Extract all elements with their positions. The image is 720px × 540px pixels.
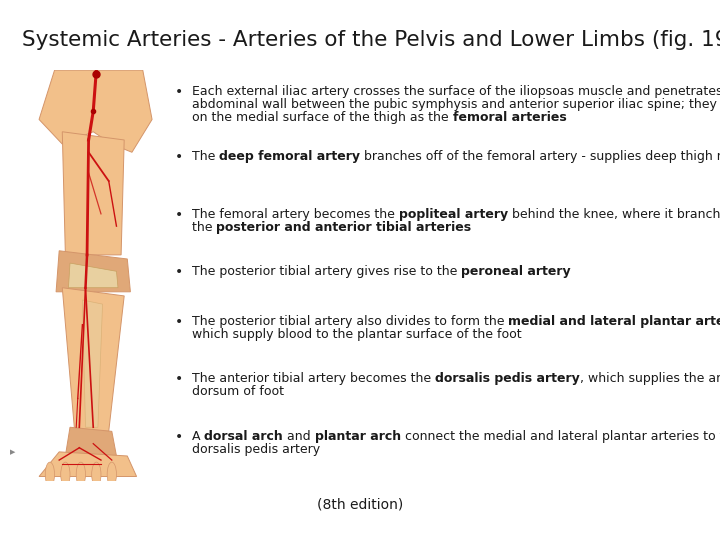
Text: and: and <box>283 430 315 443</box>
Polygon shape <box>39 70 152 152</box>
Polygon shape <box>62 288 124 431</box>
Text: posterior and anterior tibial arteries: posterior and anterior tibial arteries <box>217 221 472 234</box>
Text: dorsum of foot: dorsum of foot <box>192 385 284 398</box>
Text: The anterior tibial artery becomes the: The anterior tibial artery becomes the <box>192 372 435 385</box>
Text: •: • <box>175 315 184 329</box>
Text: the: the <box>192 221 217 234</box>
Text: ▶: ▶ <box>10 449 15 455</box>
Circle shape <box>45 462 55 487</box>
Text: The posterior tibial artery gives rise to the: The posterior tibial artery gives rise t… <box>192 265 462 278</box>
Text: dorsalis pedis artery: dorsalis pedis artery <box>192 443 320 456</box>
Text: medial and lateral plantar arteries: medial and lateral plantar arteries <box>508 315 720 328</box>
Text: •: • <box>175 150 184 164</box>
Text: •: • <box>175 208 184 222</box>
Text: Systemic Arteries - Arteries of the Pelvis and Lower Limbs (fig. 19.25): Systemic Arteries - Arteries of the Pelv… <box>22 30 720 50</box>
Text: •: • <box>175 265 184 279</box>
Polygon shape <box>68 263 118 288</box>
Text: deep femoral artery: deep femoral artery <box>220 150 361 163</box>
Text: dorsal arch: dorsal arch <box>204 430 283 443</box>
Polygon shape <box>56 251 130 292</box>
Circle shape <box>76 462 86 487</box>
Text: popliteal artery: popliteal artery <box>399 208 508 221</box>
Text: (8th edition): (8th edition) <box>317 498 403 512</box>
Text: The femoral artery becomes the: The femoral artery becomes the <box>192 208 399 221</box>
Text: femoral arteries: femoral arteries <box>453 111 567 124</box>
Polygon shape <box>82 300 102 427</box>
Text: which supply blood to the plantar surface of the foot: which supply blood to the plantar surfac… <box>192 328 521 341</box>
Text: •: • <box>175 430 184 444</box>
Text: branches off of the femoral artery - supplies deep thigh muscles: branches off of the femoral artery - sup… <box>361 150 720 163</box>
Text: •: • <box>175 372 184 386</box>
Circle shape <box>107 462 117 487</box>
Polygon shape <box>66 427 117 456</box>
Polygon shape <box>62 132 124 255</box>
Text: dorsalis pedis artery: dorsalis pedis artery <box>435 372 580 385</box>
Text: A: A <box>192 430 204 443</box>
Polygon shape <box>39 452 137 476</box>
Text: plantar arch: plantar arch <box>315 430 401 443</box>
Text: behind the knee, where it branches into: behind the knee, where it branches into <box>508 208 720 221</box>
Text: •: • <box>175 85 184 99</box>
Circle shape <box>91 462 101 487</box>
Text: abdominal wall between the pubic symphysis and anterior superior iliac spine; th: abdominal wall between the pubic symphys… <box>192 98 720 111</box>
Text: on the medial surface of the thigh as the: on the medial surface of the thigh as th… <box>192 111 453 124</box>
Text: The posterior tibial artery also divides to form the: The posterior tibial artery also divides… <box>192 315 508 328</box>
Circle shape <box>60 462 70 487</box>
Text: The: The <box>192 150 220 163</box>
Text: , which supplies the ankle and: , which supplies the ankle and <box>580 372 720 385</box>
Text: connect the medial and lateral plantar arteries to the: connect the medial and lateral plantar a… <box>401 430 720 443</box>
Text: Each external iliac artery crosses the surface of the iliopsoas muscle and penet: Each external iliac artery crosses the s… <box>192 85 720 98</box>
Text: peroneal artery: peroneal artery <box>462 265 571 278</box>
